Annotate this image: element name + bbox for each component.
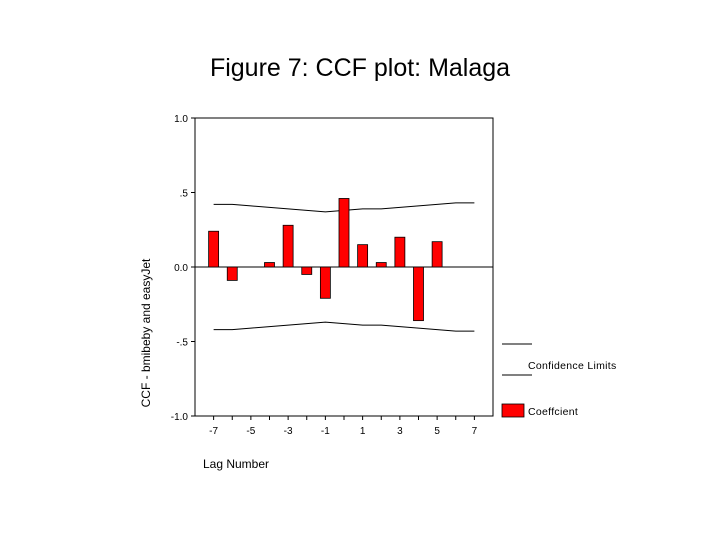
coefficient-bar <box>413 266 424 322</box>
legend-coefficient-swatch <box>501 403 525 418</box>
coefficient-bar <box>357 244 369 268</box>
coefficient-bar <box>394 236 406 268</box>
coefficient-bar <box>226 266 238 281</box>
y-tick-label: 0.0 <box>174 263 188 274</box>
x-tick-label: -5 <box>246 426 255 437</box>
y-tick-label: 1.0 <box>174 114 188 125</box>
coefficient-bar <box>319 266 331 299</box>
x-tick-label: -3 <box>284 426 293 437</box>
coefficient-bar <box>338 198 350 268</box>
x-tick-label: -1 <box>321 426 330 437</box>
x-tick-label: 5 <box>434 426 440 437</box>
coefficient-bar <box>264 262 275 268</box>
legend-confidence-label: Confidence Limits <box>528 360 617 372</box>
page-title: Figure 7: CCF plot: Malaga <box>209 54 511 82</box>
coefficient-bar <box>375 262 387 268</box>
legend-coefficient-label: Coeffcient <box>528 406 578 418</box>
plot-area: 1.0 .5 0.0 -.5 -1.0 -7 -5 -3 -1 1 3 5 7 Lag Number CCF… <box>139 114 617 471</box>
y-tick-label: -.5 <box>176 338 188 349</box>
x-axis-label: Lag Number <box>203 457 269 471</box>
x-tick-label: 3 <box>397 426 403 437</box>
y-tick-label: -1.0 <box>171 412 189 423</box>
coefficient-bar <box>208 230 220 268</box>
coefficient-bar <box>431 241 443 268</box>
x-tick-label: 1 <box>360 426 366 437</box>
x-tick-label: 7 <box>472 426 478 437</box>
y-axis-label: CCF - bmibeby and easyJet <box>139 258 153 407</box>
x-tick-label: -7 <box>209 426 218 437</box>
coefficient-bar <box>301 266 313 275</box>
coefficient-bar <box>282 224 294 268</box>
lower-confidence-limit <box>213 321 475 332</box>
y-tick-label: .5 <box>180 189 189 200</box>
